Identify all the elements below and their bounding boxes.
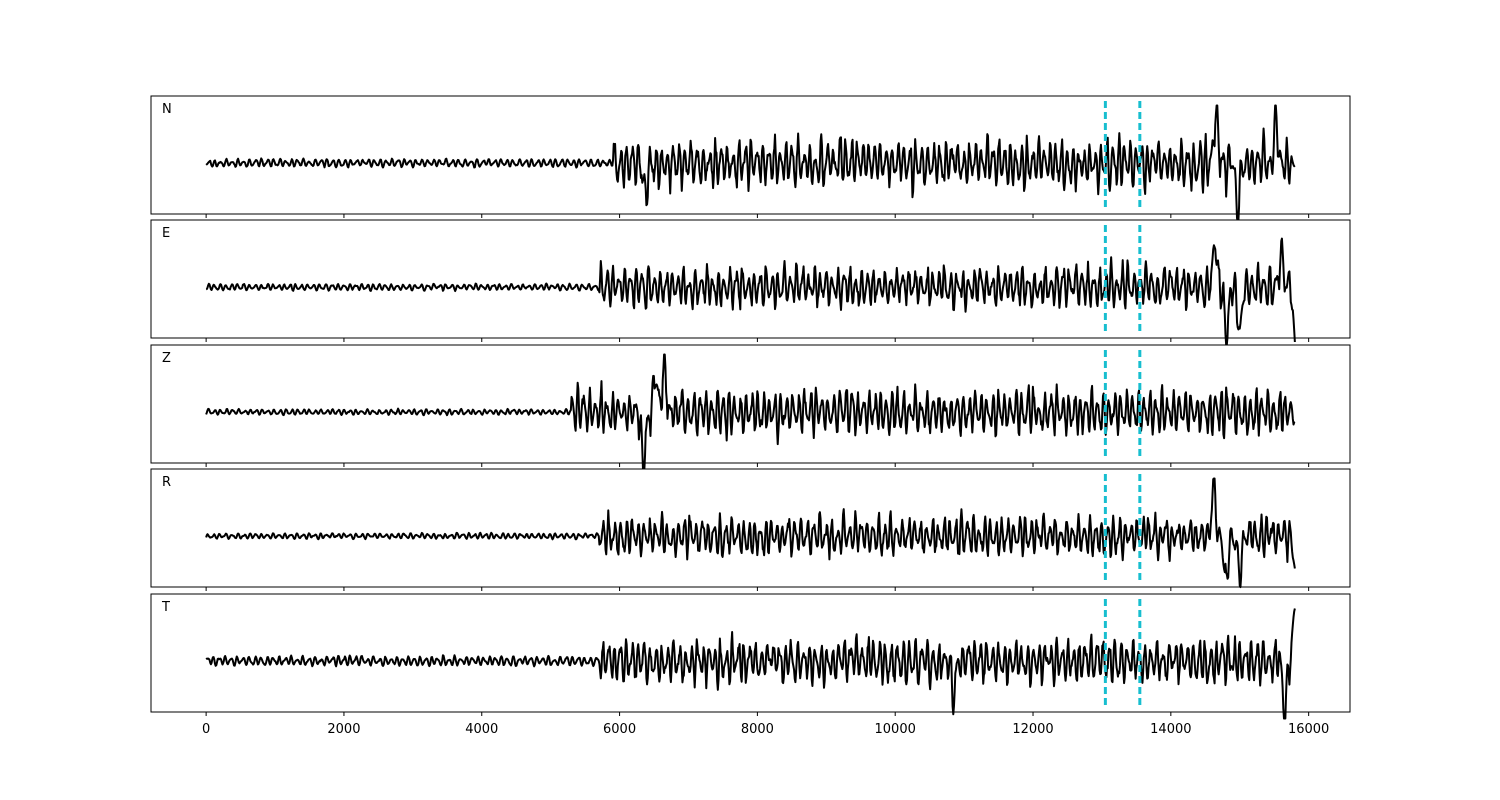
series-trace-n — [205, 104, 1296, 222]
x-tick-label: 0 — [202, 722, 210, 737]
panel-label-z: Z — [162, 351, 171, 366]
x-tick-label: 10000 — [875, 722, 916, 737]
series-trace-e — [205, 237, 1296, 346]
x-tick-label: 8000 — [741, 722, 774, 737]
panel-frame — [150, 219, 1351, 339]
panel-label-t: T — [161, 600, 170, 615]
x-tick-label: 2000 — [327, 722, 360, 737]
panel-r: R — [150, 468, 1351, 591]
series-trace-r — [205, 477, 1296, 589]
panel-n: N — [150, 95, 1351, 222]
panel-label-n: N — [162, 102, 172, 117]
x-tick-label: 16000 — [1288, 722, 1329, 737]
series-trace-t — [205, 608, 1296, 720]
panel-e: E — [150, 219, 1351, 346]
x-tick-label: 6000 — [603, 722, 636, 737]
x-tick-label: 12000 — [1012, 722, 1053, 737]
panel-label-e: E — [162, 226, 170, 241]
panel-frame — [150, 344, 1351, 464]
x-tick-label: 4000 — [465, 722, 498, 737]
panel-z: Z — [150, 344, 1351, 471]
panel-t: T 0 2000 4000 6000 8000 10000 12000 14000 16000 — [150, 593, 1351, 737]
x-tick-label: 14000 — [1150, 722, 1191, 737]
panel-label-r: R — [162, 475, 171, 490]
series-trace-z — [205, 353, 1296, 471]
